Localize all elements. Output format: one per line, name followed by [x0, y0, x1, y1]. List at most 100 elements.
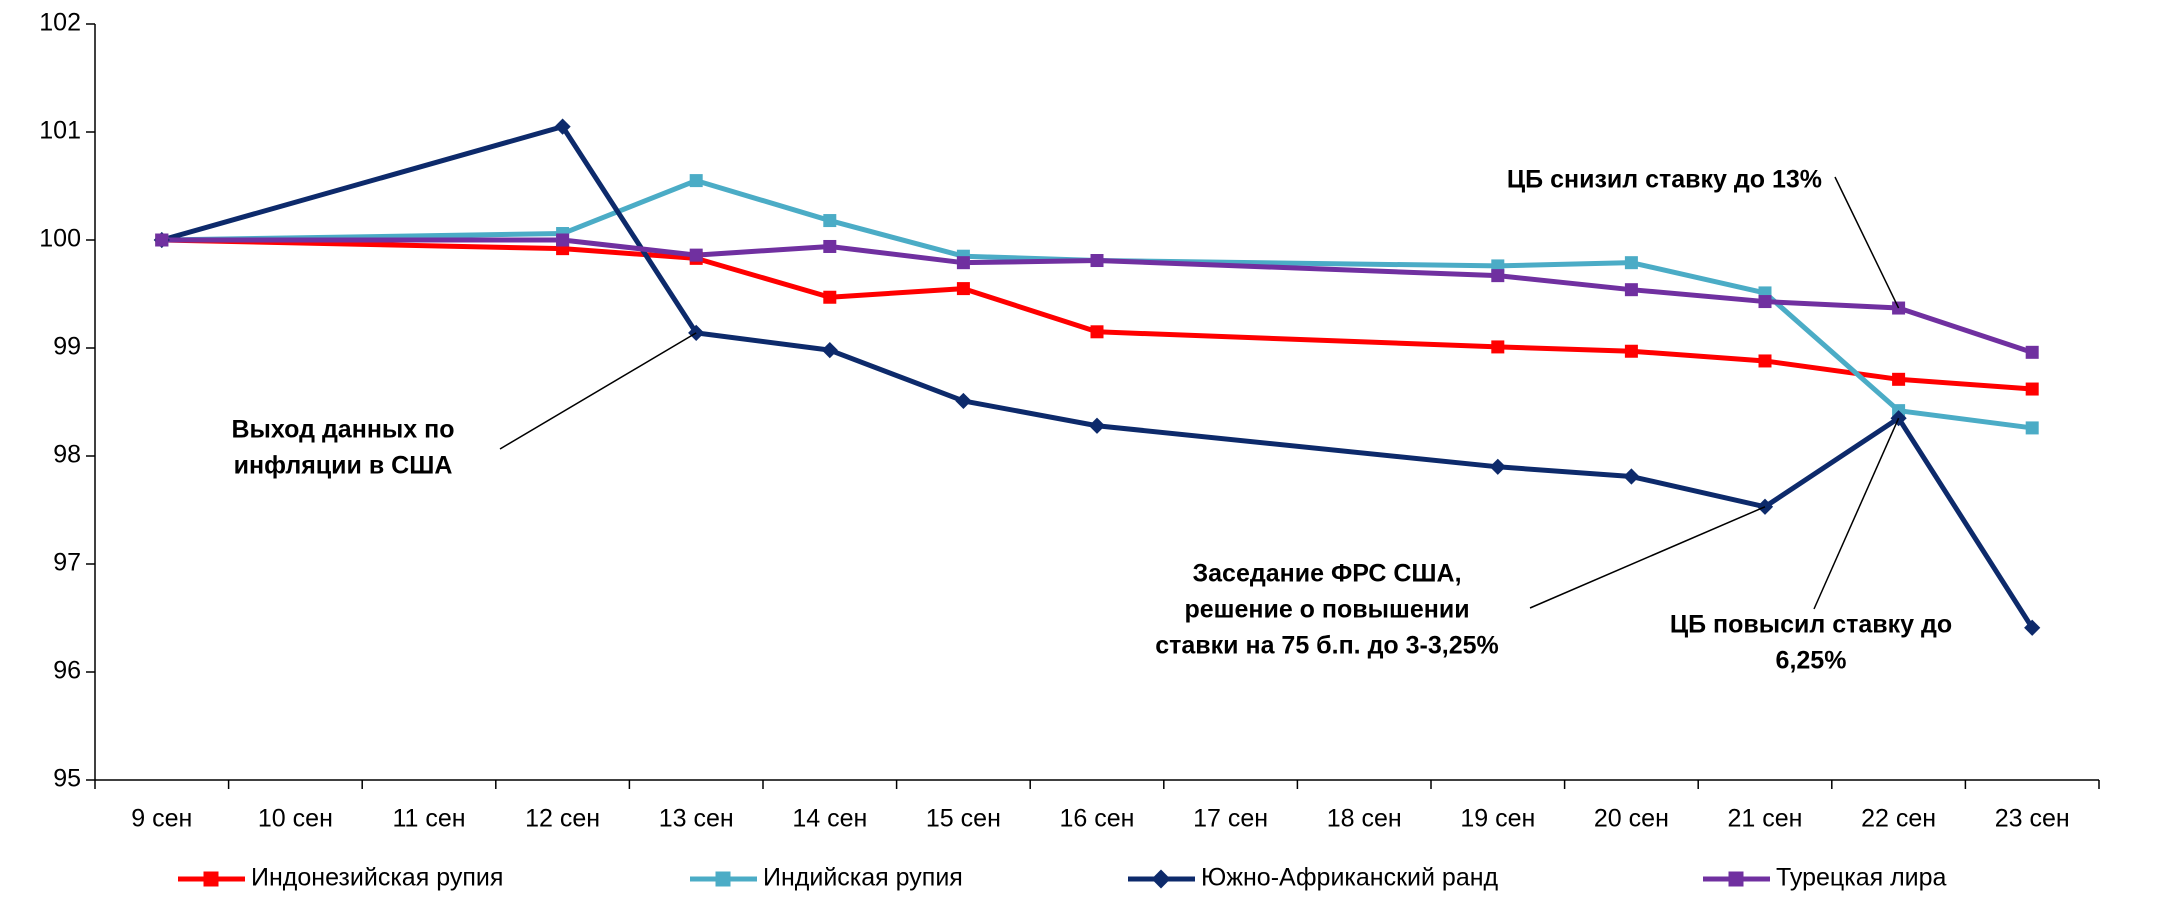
line-segment — [693, 255, 833, 300]
line-segment — [1762, 358, 1902, 382]
annotation-leader — [1834, 176, 1900, 309]
point — [2025, 421, 2039, 435]
x-tick-label: 14 сен — [792, 805, 867, 833]
annotation-leader — [1813, 417, 1900, 610]
line-segment — [1628, 287, 1768, 305]
point — [2025, 382, 2039, 396]
point — [956, 282, 970, 296]
line-segment — [693, 178, 833, 224]
legend-label: Южно-Африканский ранд — [1201, 864, 1499, 892]
line-segment — [827, 218, 966, 259]
line-segment — [1762, 299, 1902, 311]
x-tick-label: 12 сен — [525, 805, 600, 833]
legend-label: Индонезийская рупия — [251, 864, 503, 892]
point — [1892, 372, 1906, 386]
x-tick-label: 9 сен — [131, 805, 192, 833]
line-segment — [1896, 415, 2035, 631]
point — [1758, 295, 1772, 309]
legend-marker — [715, 871, 731, 887]
annotation-leader — [499, 332, 697, 450]
y-tick-label: 97 — [53, 549, 81, 577]
line-segment — [827, 243, 966, 266]
line-segment — [1762, 415, 1902, 510]
point — [155, 233, 169, 247]
x-tick-label: 15 сен — [926, 805, 1001, 833]
line-segment — [960, 286, 1100, 335]
point — [1624, 256, 1638, 270]
point — [821, 342, 838, 359]
legend-marker — [1151, 869, 1171, 889]
line-segment — [1495, 260, 1634, 269]
line-segment — [1896, 408, 2035, 431]
annotation-text: ЦБ снизил ставку до 13% — [1507, 166, 1822, 194]
legend-marker — [1728, 871, 1744, 887]
annotation-text: ставки на 75 б.п. до 3-3,25% — [1155, 632, 1499, 660]
annotation-leader — [1529, 506, 1766, 609]
y-tick-label: 95 — [53, 765, 81, 793]
point — [1624, 344, 1638, 358]
line-segment — [1628, 474, 1768, 510]
line-segment — [827, 347, 966, 404]
annotation-text: 6,25% — [1776, 647, 1847, 675]
line-segment — [1094, 258, 1501, 279]
line-segment — [560, 246, 699, 261]
point — [689, 248, 703, 262]
annotation-text: решение о повышении — [1184, 596, 1469, 624]
y-tick-label: 101 — [39, 117, 81, 145]
point — [1088, 417, 1106, 434]
legend-label: Турецкая лира — [1776, 864, 1947, 892]
y-tick-label: 98 — [53, 441, 81, 469]
point — [1489, 458, 1506, 475]
line-segment — [1896, 376, 2035, 392]
line-segment — [960, 398, 1100, 429]
point — [2025, 345, 2039, 359]
line-segment — [1094, 329, 1501, 350]
line-segment — [560, 178, 699, 237]
point — [1090, 254, 1104, 268]
point — [1090, 325, 1104, 339]
line-segment — [1094, 423, 1501, 470]
x-tick-label: 18 сен — [1327, 805, 1402, 833]
point — [956, 256, 970, 270]
line-segment — [1896, 305, 2035, 355]
point — [823, 239, 837, 253]
point — [689, 174, 703, 188]
point — [1758, 354, 1772, 368]
y-tick-label: 99 — [53, 333, 81, 361]
line-segment — [1495, 273, 1634, 293]
y-tick-label: 100 — [39, 225, 81, 253]
line-segment — [159, 124, 566, 243]
point — [1624, 283, 1638, 297]
line-segment — [1495, 464, 1634, 480]
x-tick-label: 22 сен — [1861, 805, 1936, 833]
line-segment — [960, 258, 1100, 266]
x-tick-label: 21 сен — [1728, 805, 1803, 833]
x-tick-label: 20 сен — [1594, 805, 1669, 833]
annotation-text: инфляции в США — [234, 452, 453, 480]
line-segment — [1628, 348, 1768, 364]
annotation-text: Заседание ФРС США, — [1192, 560, 1461, 588]
line-segment — [1762, 290, 1902, 414]
x-tick-label: 19 сен — [1460, 805, 1535, 833]
line-segment — [827, 286, 966, 300]
legend-label: Индийская рупия — [763, 864, 963, 892]
point — [1623, 468, 1640, 485]
annotation-text: ЦБ повысил ставку до — [1670, 611, 1952, 639]
line-segment — [693, 330, 833, 353]
annotation-text: Выход данных по — [232, 416, 455, 444]
line-segment — [1495, 344, 1634, 354]
point — [955, 392, 972, 410]
legend-marker — [203, 871, 219, 887]
point — [823, 214, 837, 228]
y-tick-label: 96 — [53, 657, 81, 685]
point — [1491, 269, 1505, 283]
x-tick-label: 23 сен — [1995, 805, 2070, 833]
point — [554, 118, 571, 135]
line-segment — [693, 243, 833, 258]
x-tick-label: 16 сен — [1060, 805, 1135, 833]
x-tick-label: 10 сен — [258, 805, 333, 833]
line-segment — [1628, 260, 1768, 296]
point — [1491, 340, 1505, 354]
line-segment — [560, 124, 699, 336]
